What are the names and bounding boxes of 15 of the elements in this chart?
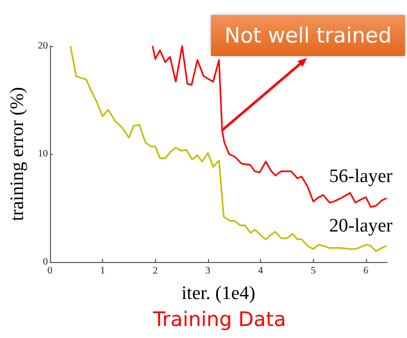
series-label: 56-layer (329, 166, 394, 187)
x-tick-label: 1 (100, 266, 106, 276)
y-tick-label: 0 (42, 256, 48, 268)
x-axis-title: iter. (1e4) (182, 283, 256, 304)
x-tick-label: 5 (310, 266, 316, 276)
annotation: Not well trained (224, 24, 392, 48)
text: Training Data (152, 307, 286, 331)
x-tick-label: 2 (152, 266, 158, 276)
series-label: 20-layer (329, 215, 394, 236)
x-tick-label: 6 (363, 266, 368, 276)
y-tick-label: 20 (38, 40, 48, 52)
x-tick-label: 3 (205, 266, 210, 276)
y-tick-label: 10 (38, 148, 48, 160)
x-tick-label: 4 (258, 266, 264, 276)
y-axis-title: training error (%) (7, 87, 28, 221)
